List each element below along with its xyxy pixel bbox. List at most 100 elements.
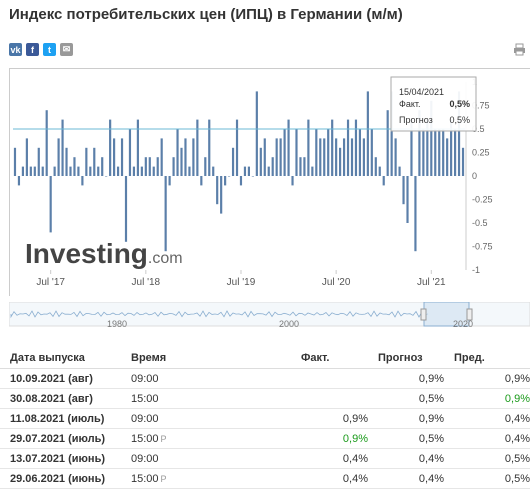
- bar[interactable]: [299, 157, 302, 176]
- bar[interactable]: [81, 176, 84, 186]
- bar[interactable]: [85, 147, 88, 176]
- bar[interactable]: [160, 138, 163, 176]
- bar[interactable]: [21, 166, 24, 176]
- bar[interactable]: [382, 176, 385, 186]
- bar[interactable]: [144, 157, 147, 176]
- bar[interactable]: [93, 147, 96, 176]
- email-icon[interactable]: ✉: [60, 43, 73, 56]
- bar[interactable]: [350, 138, 354, 176]
- bar[interactable]: [97, 166, 100, 176]
- bar[interactable]: [342, 138, 346, 176]
- bar[interactable]: [25, 138, 28, 176]
- bar[interactable]: [430, 100, 433, 176]
- bar[interactable]: [45, 110, 48, 176]
- bar[interactable]: [319, 138, 322, 176]
- bar[interactable]: [152, 166, 155, 176]
- bar[interactable]: [335, 138, 338, 176]
- bar[interactable]: [263, 138, 266, 176]
- bar[interactable]: [168, 176, 171, 186]
- bar[interactable]: [243, 166, 247, 176]
- bar[interactable]: [73, 157, 76, 176]
- facebook-icon[interactable]: f: [26, 43, 39, 56]
- bar[interactable]: [33, 166, 36, 176]
- bar[interactable]: [200, 176, 203, 186]
- bar[interactable]: [172, 157, 175, 176]
- navigator-svg[interactable]: 1980 2000 2020: [8, 301, 530, 332]
- bar[interactable]: [406, 176, 409, 223]
- bar[interactable]: [109, 119, 112, 176]
- bar[interactable]: [212, 166, 215, 176]
- print-icon[interactable]: [513, 43, 526, 56]
- bar[interactable]: [53, 166, 56, 176]
- bar[interactable]: [180, 147, 183, 176]
- bar[interactable]: [446, 138, 449, 176]
- bar[interactable]: [275, 138, 278, 176]
- bar[interactable]: [208, 119, 211, 176]
- bar[interactable]: [132, 166, 136, 176]
- bar[interactable]: [422, 129, 425, 176]
- bar[interactable]: [140, 166, 143, 176]
- bar[interactable]: [188, 166, 191, 176]
- bar[interactable]: [49, 176, 52, 233]
- bar[interactable]: [442, 129, 445, 176]
- bar[interactable]: [267, 166, 270, 176]
- bar[interactable]: [418, 110, 421, 176]
- bar[interactable]: [358, 129, 362, 176]
- bar[interactable]: [386, 110, 389, 176]
- bar[interactable]: [37, 147, 40, 176]
- bar[interactable]: [295, 129, 298, 176]
- bar[interactable]: [287, 119, 290, 176]
- bar[interactable]: [61, 119, 64, 176]
- bar[interactable]: [331, 119, 334, 176]
- bar[interactable]: [438, 129, 441, 176]
- bar[interactable]: [311, 166, 314, 176]
- twitter-icon[interactable]: t: [43, 43, 56, 56]
- bar[interactable]: [136, 119, 139, 176]
- bar[interactable]: [390, 91, 393, 176]
- navigator-handle-left[interactable]: [420, 308, 427, 321]
- bar[interactable]: [41, 166, 44, 176]
- bar[interactable]: [235, 119, 239, 176]
- bar[interactable]: [101, 157, 104, 176]
- bar[interactable]: [426, 119, 429, 176]
- bar[interactable]: [116, 166, 120, 176]
- bar[interactable]: [105, 176, 108, 177]
- bar[interactable]: [164, 176, 167, 252]
- bar[interactable]: [323, 138, 326, 176]
- bar[interactable]: [156, 157, 159, 176]
- bar[interactable]: [220, 176, 223, 214]
- bar[interactable]: [176, 129, 179, 176]
- bar[interactable]: [450, 119, 453, 176]
- bar[interactable]: [414, 176, 417, 252]
- bar[interactable]: [251, 176, 254, 177]
- bar[interactable]: [457, 91, 461, 176]
- bar[interactable]: [148, 157, 151, 176]
- bar[interactable]: [224, 176, 227, 186]
- bar[interactable]: [120, 138, 124, 176]
- bar[interactable]: [394, 138, 397, 176]
- bar[interactable]: [255, 91, 258, 176]
- bar[interactable]: [307, 119, 310, 176]
- bar[interactable]: [196, 119, 199, 176]
- bar[interactable]: [204, 157, 207, 176]
- bar[interactable]: [17, 176, 21, 186]
- bar[interactable]: [113, 138, 116, 176]
- bar[interactable]: [77, 166, 80, 176]
- bar[interactable]: [374, 157, 377, 176]
- bar[interactable]: [259, 147, 262, 176]
- bar[interactable]: [410, 119, 413, 176]
- bar[interactable]: [271, 157, 274, 176]
- bar[interactable]: [231, 147, 235, 176]
- bar[interactable]: [454, 129, 457, 176]
- bar[interactable]: [346, 119, 350, 176]
- bar[interactable]: [461, 147, 465, 176]
- chart-navigator[interactable]: 1980 2000 2020: [8, 301, 530, 332]
- bar[interactable]: [57, 138, 60, 176]
- bar[interactable]: [354, 119, 358, 176]
- bar[interactable]: [184, 138, 187, 176]
- bar[interactable]: [366, 91, 369, 176]
- bar[interactable]: [89, 166, 92, 176]
- bar[interactable]: [362, 138, 365, 176]
- bar[interactable]: [13, 147, 17, 176]
- bar[interactable]: [239, 176, 243, 186]
